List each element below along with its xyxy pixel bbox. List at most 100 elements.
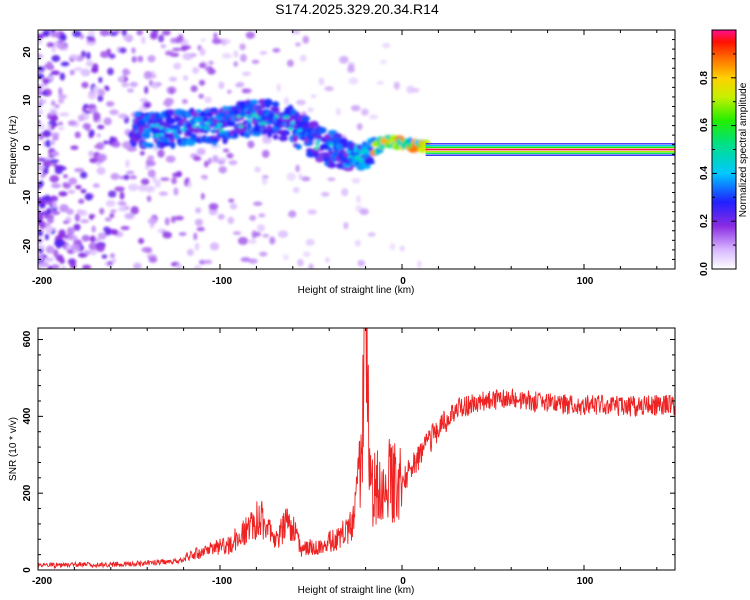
- spectrogram-noise-blob: [327, 178, 335, 182]
- spectrogram-noise-blob: [198, 94, 204, 99]
- spectrogram-noise-blob: [119, 76, 125, 81]
- spectrogram-noise-blob: [150, 32, 158, 39]
- spectrogram-noise-blob: [86, 60, 93, 66]
- spectrogram-noise-blob: [193, 233, 197, 241]
- spectrogram-noise-blob: [120, 192, 125, 200]
- spectrogram-noise-blob: [174, 216, 184, 221]
- spectrogram-noise-blob: [58, 191, 67, 196]
- spectrogram-noise-blob: [226, 153, 233, 159]
- spectrogram-noise-blob: [120, 226, 129, 230]
- spectrogram-noise-blob: [110, 209, 116, 213]
- spectrogram-noise-blob: [253, 202, 262, 207]
- spectrogram-ridge-blob: [327, 162, 336, 168]
- spectrogram-noise-blob: [51, 100, 56, 106]
- spectrogram-noise-blob: [109, 213, 114, 218]
- spectrogram-ridge-blob: [194, 119, 199, 122]
- spectrogram-ridge-blob: [264, 99, 273, 107]
- bottom-x-axis-label: Height of straight line (km): [298, 585, 415, 596]
- spectrogram-noise-blob: [84, 250, 93, 254]
- spectrogram-noise-blob: [247, 141, 254, 149]
- spectrogram-noise-blob: [147, 55, 155, 62]
- spectrogram-noise-blob: [43, 160, 51, 167]
- spectrogram-noise-blob: [162, 231, 172, 238]
- spectrogram-noise-blob: [159, 191, 168, 195]
- spectrogram-noise-blob: [93, 112, 101, 120]
- spectrogram-noise-blob: [311, 94, 317, 98]
- spectrogram-noise-blob: [68, 190, 75, 194]
- spectrogram-noise-blob: [295, 165, 300, 173]
- spectrogram-noise-blob: [161, 44, 166, 48]
- spectrogram-noise-blob: [51, 133, 59, 138]
- spectrogram-noise-blob: [359, 208, 368, 215]
- spectrogram-noise-blob: [42, 196, 52, 202]
- spectrogram-ridge-blob: [339, 140, 348, 145]
- spectrogram-ridge-blob: [170, 141, 175, 149]
- spectrogram-noise-blob: [109, 109, 118, 115]
- spectrogram-noise-blob: [118, 201, 127, 206]
- spectrogram-noise-blob: [165, 218, 170, 226]
- spectrogram-noise-blob: [292, 188, 299, 192]
- spectrogram-noise-blob: [199, 63, 206, 68]
- spectrogram-noise-blob: [82, 235, 90, 242]
- spectrogram-noise-blob: [96, 244, 105, 252]
- spectrogram-noise-blob: [141, 247, 151, 252]
- spectrogram-ridge-blob: [273, 134, 279, 139]
- spectrogram-noise-blob: [149, 257, 158, 263]
- bottom-y-axis-label: SNR (10 * v/v): [8, 417, 19, 481]
- spectrogram-noise-blob: [199, 48, 205, 56]
- spectrogram-noise-blob: [58, 87, 62, 95]
- spectrogram-noise-blob: [43, 168, 49, 175]
- spectrogram-noise-blob: [58, 98, 64, 103]
- spectrogram-noise-blob: [147, 196, 152, 202]
- colorbar-tick-label: 0.0: [699, 262, 710, 276]
- spectrogram-ridge-blob: [290, 122, 295, 125]
- spectrogram-noise-blob: [57, 43, 67, 50]
- spectrogram-noise-blob: [324, 86, 333, 91]
- spectrogram-noise-blob: [111, 229, 118, 235]
- spectrogram-noise-blob: [254, 167, 261, 173]
- spectrogram-noise-blob: [70, 262, 76, 269]
- spectrogram-noise-blob: [297, 259, 303, 267]
- colorbar-tick-label: 0.4: [699, 166, 710, 180]
- spectrogram-noise-blob: [78, 199, 84, 204]
- spectrogram-noise-blob: [380, 60, 387, 64]
- spectrogram-noise-blob: [182, 99, 188, 104]
- spectrogram-ridge-blob: [154, 124, 159, 127]
- spectrogram-ridge-blob: [147, 143, 154, 148]
- spectrogram-noise-blob: [148, 218, 157, 225]
- top-ytick-label: -20: [22, 238, 33, 253]
- spectrogram-noise-blob: [47, 42, 55, 47]
- spectrogram-noise-blob: [145, 102, 151, 107]
- spectrogram-noise-blob: [34, 34, 43, 40]
- spectrogram-ridge-blob: [212, 138, 219, 143]
- spectrogram-noise-blob: [169, 77, 177, 82]
- spectrogram-noise-blob: [137, 56, 143, 63]
- spectrogram-noise-blob: [183, 75, 188, 81]
- spectrogram-noise-blob: [262, 234, 269, 238]
- spectrogram-noise-blob: [128, 184, 138, 192]
- top-xtick-label: -100: [212, 276, 232, 287]
- spectrogram-noise-blob: [197, 148, 206, 155]
- spectrogram-ridge-blob: [134, 111, 141, 116]
- spectrogram-noise-blob: [138, 238, 144, 244]
- spectrogram-noise-blob: [45, 226, 53, 234]
- spectrogram-ridge-blob: [274, 115, 279, 118]
- spectrogram-noise-blob: [361, 108, 369, 115]
- spectrogram-noise-blob: [151, 82, 159, 89]
- spectrogram-noise-blob: [42, 130, 51, 138]
- spectrogram-noise-blob: [122, 28, 127, 36]
- top-ytick-label: 10: [22, 94, 33, 106]
- spectrogram-noise-blob: [68, 235, 78, 241]
- spectrogram-noise-blob: [114, 186, 124, 191]
- spectrogram-noise-blob: [52, 201, 57, 209]
- spectrogram-noise-blob: [69, 54, 79, 59]
- spectrogram-noise-blob: [158, 35, 164, 43]
- spectrogram-noise-blob: [45, 140, 51, 148]
- spectrogram-noise-blob: [93, 183, 100, 188]
- spectrogram-noise-blob: [278, 230, 288, 238]
- spectrogram-ridge-blob: [198, 125, 203, 128]
- spectrogram-noise-blob: [108, 190, 116, 197]
- spectrogram-noise-blob: [298, 174, 302, 180]
- spectrogram-ridge-blob: [237, 115, 242, 118]
- spectrogram-ridge-blob: [205, 121, 210, 124]
